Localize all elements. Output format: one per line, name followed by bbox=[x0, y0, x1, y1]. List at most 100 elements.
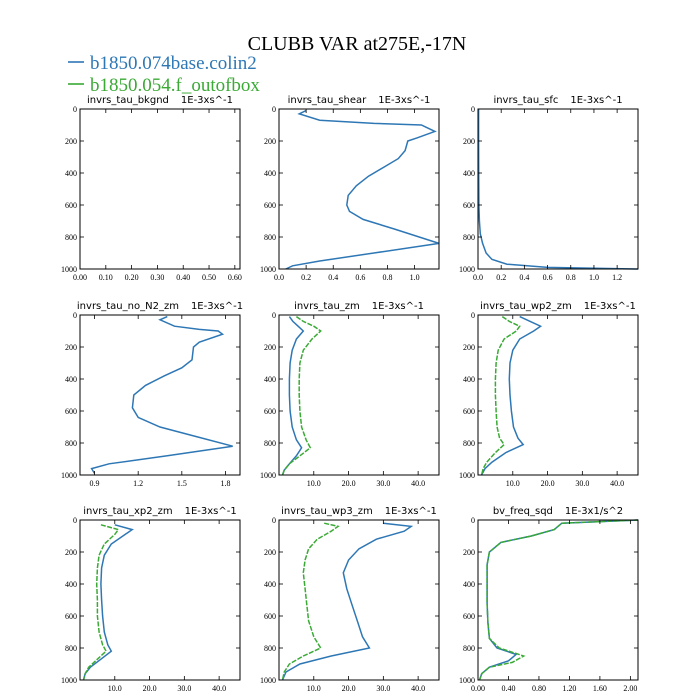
plot-frame bbox=[79, 108, 241, 270]
x-tick-label: 1.0 bbox=[589, 273, 599, 282]
x-tick-label: 0.00 bbox=[471, 684, 485, 693]
x-tick-label: 1.5 bbox=[177, 479, 187, 488]
y-tick-label: 1000 bbox=[459, 676, 475, 685]
y-tick-label: 800 bbox=[264, 644, 276, 653]
series-line-1 bbox=[281, 522, 340, 681]
plot-frame bbox=[278, 108, 440, 270]
panel-units: 1E-3xs^-1 bbox=[181, 95, 233, 106]
y-tick-label: 200 bbox=[65, 548, 77, 557]
x-tick-label: 1.20 bbox=[562, 684, 576, 693]
panel-units: 1E-3xs^-1 bbox=[570, 95, 622, 106]
y-tick-label: 400 bbox=[463, 375, 475, 384]
series-line-0 bbox=[478, 519, 639, 681]
y-tick-label: 600 bbox=[65, 612, 77, 621]
plot-frame bbox=[477, 519, 639, 681]
y-tick-label: 200 bbox=[65, 343, 77, 352]
x-tick-label: 40.0 bbox=[411, 684, 425, 693]
x-tick-label: 1.60 bbox=[593, 684, 607, 693]
x-tick-label: 20.0 bbox=[143, 684, 157, 693]
y-tick-label: 0 bbox=[471, 311, 475, 320]
panel-3: invrs_tau_no_N2_zm 1E-3xs^-1 0 200 400 600 800… bbox=[61, 301, 243, 488]
panel-variable: bv_freq_sqd bbox=[493, 506, 553, 517]
panel-variable: invrs_tau_wp3_zm bbox=[281, 506, 373, 517]
y-tick-label: 0 bbox=[73, 105, 77, 114]
x-tick-label: 20.0 bbox=[342, 479, 356, 488]
y-tick-label: 600 bbox=[463, 612, 475, 621]
y-tick-label: 600 bbox=[65, 201, 77, 210]
x-tick-label: 30.0 bbox=[177, 684, 191, 693]
panel-variable: invrs_tau_no_N2_zm bbox=[77, 301, 179, 312]
series-line-1 bbox=[478, 519, 639, 681]
x-tick-label: 0.9 bbox=[90, 479, 100, 488]
panel-variable: invrs_tau_zm bbox=[294, 301, 360, 312]
plot-frame bbox=[477, 108, 639, 270]
x-tick-label: 30.0 bbox=[376, 479, 390, 488]
panel-6: invrs_tau_xp2_zm 1E-3xs^-1 0 200 400 600 800 10… bbox=[61, 506, 241, 693]
x-tick-label: 0.8 bbox=[566, 273, 576, 282]
figure-title: CLUBB VAR at275E,-17N bbox=[248, 33, 467, 55]
panel-units: 1E-3xs^-1 bbox=[385, 506, 437, 517]
x-tick-label: 20.0 bbox=[541, 479, 555, 488]
x-tick-label: 0.6 bbox=[543, 273, 553, 282]
series-line-0 bbox=[285, 109, 440, 270]
y-tick-label: 600 bbox=[264, 407, 276, 416]
x-tick-label: 0.80 bbox=[532, 684, 546, 693]
y-tick-label: 800 bbox=[264, 439, 276, 448]
series-line-0 bbox=[82, 524, 134, 681]
x-tick-label: 0.10 bbox=[99, 273, 113, 282]
y-tick-label: 0 bbox=[73, 516, 77, 525]
y-tick-label: 1000 bbox=[61, 471, 77, 480]
x-tick-label: 2.00 bbox=[623, 684, 637, 693]
panel-4: invrs_tau_zm 1E-3xs^-1 0 200 400 600 800 1000 10… bbox=[260, 301, 440, 488]
series-line-0 bbox=[480, 315, 543, 476]
x-tick-label: 0.40 bbox=[501, 684, 515, 693]
y-tick-label: 400 bbox=[65, 375, 77, 384]
y-tick-label: 200 bbox=[264, 137, 276, 146]
y-tick-label: 400 bbox=[463, 169, 475, 178]
x-tick-label: 1.0 bbox=[410, 273, 420, 282]
series-line-1 bbox=[281, 315, 322, 476]
x-tick-label: 10.0 bbox=[108, 684, 122, 693]
y-tick-label: 400 bbox=[264, 375, 276, 384]
panel-title: invrs_tau_zm 1E-3xs^-1 bbox=[294, 301, 424, 312]
x-tick-label: 40.0 bbox=[411, 479, 425, 488]
y-tick-label: 200 bbox=[264, 343, 276, 352]
y-tick-label: 400 bbox=[463, 580, 475, 589]
y-tick-label: 600 bbox=[65, 407, 77, 416]
panel-title: bv_freq_sqd 1E-3x1/s^2 bbox=[493, 506, 623, 517]
panel-title: invrs_tau_wp2_zm 1E-3xs^-1 bbox=[480, 301, 636, 312]
panel-title: invrs_tau_sfc 1E-3xs^-1 bbox=[493, 95, 622, 106]
y-tick-label: 1000 bbox=[61, 265, 77, 274]
y-tick-label: 200 bbox=[463, 343, 475, 352]
x-tick-label: 0.30 bbox=[150, 273, 164, 282]
panel-0: invrs_tau_bkgnd 1E-3xs^-1 0 200 400 600 800 100… bbox=[61, 95, 242, 282]
x-tick-label: 0.6 bbox=[355, 273, 365, 282]
y-tick-label: 800 bbox=[65, 439, 77, 448]
panel-1: invrs_tau_shear 1E-3xs^-1 0 200 400 600 800 100… bbox=[260, 95, 440, 282]
x-tick-label: 0.20 bbox=[125, 273, 139, 282]
x-tick-label: 0.0 bbox=[473, 273, 483, 282]
panel-title: invrs_tau_shear 1E-3xs^-1 bbox=[288, 95, 431, 106]
series-line-1 bbox=[480, 315, 521, 476]
plot-frame bbox=[278, 314, 440, 476]
y-tick-label: 400 bbox=[264, 580, 276, 589]
x-tick-label: 0.8 bbox=[382, 273, 392, 282]
x-tick-label: 20.0 bbox=[342, 684, 356, 693]
x-tick-label: 0.50 bbox=[202, 273, 216, 282]
y-tick-label: 600 bbox=[463, 407, 475, 416]
x-tick-label: 0.2 bbox=[496, 273, 506, 282]
y-tick-label: 0 bbox=[73, 311, 77, 320]
x-tick-label: 0.00 bbox=[73, 273, 87, 282]
panel-title: invrs_tau_bkgnd 1E-3xs^-1 bbox=[87, 95, 233, 106]
series-line-0 bbox=[281, 522, 414, 681]
plot-frame bbox=[79, 519, 241, 681]
panel-7: invrs_tau_wp3_zm 1E-3xs^-1 0 200 400 600 800 10… bbox=[260, 506, 440, 693]
x-tick-label: 10.0 bbox=[307, 479, 321, 488]
y-tick-label: 1000 bbox=[260, 676, 276, 685]
y-tick-label: 200 bbox=[463, 548, 475, 557]
panel-8: bv_freq_sqd 1E-3x1/s^2020040060080010000.… bbox=[459, 506, 639, 693]
x-tick-label: 1.8 bbox=[220, 479, 230, 488]
x-tick-label: 0.0 bbox=[274, 273, 284, 282]
panel-variable: invrs_tau_wp2_zm bbox=[480, 301, 572, 312]
